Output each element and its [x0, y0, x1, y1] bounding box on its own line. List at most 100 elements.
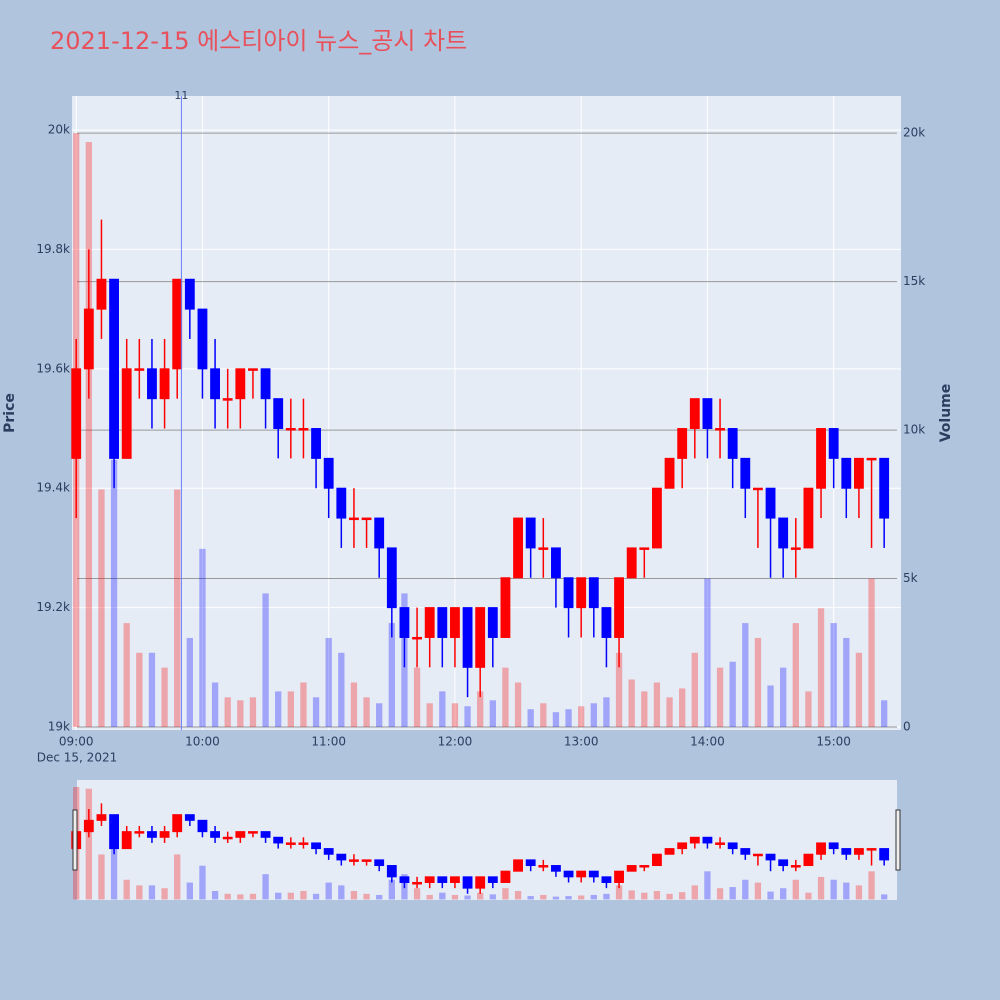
volume-bar	[237, 700, 244, 728]
volume-bar	[136, 652, 143, 728]
x-tick-label: 09:00	[59, 735, 94, 749]
mini-volume-bar	[792, 879, 799, 900]
mini-candle-body	[462, 876, 473, 889]
candle-body	[828, 428, 839, 459]
volume-bar	[439, 691, 446, 728]
volume-bar	[552, 712, 560, 728]
mini-volume-bar	[186, 882, 193, 900]
mini-volume-bar	[388, 879, 395, 900]
volume-bar	[540, 703, 547, 728]
y-tick-label: 19.4k	[36, 481, 70, 495]
mini-candle-body	[828, 842, 839, 850]
mini-candle-body	[134, 831, 145, 834]
volume-bar	[110, 459, 118, 728]
mini-volume-bar	[603, 893, 610, 900]
volume-bar	[603, 697, 610, 728]
candle-body	[614, 577, 624, 638]
candle-body	[702, 398, 713, 430]
volume-bar	[742, 623, 749, 728]
mini-volume-bar	[325, 882, 332, 900]
candle-body	[538, 547, 549, 550]
volume-bar	[262, 593, 269, 728]
x-tick-label: 12:00	[438, 735, 473, 749]
volume-bar	[666, 697, 673, 728]
mini-candle-body	[248, 831, 258, 834]
volume-bar	[312, 697, 320, 728]
mini-candle-body	[803, 853, 814, 867]
mini-candle-body	[702, 836, 713, 844]
volume-bar	[98, 489, 105, 728]
mini-candle-body	[525, 859, 536, 867]
mini-volume-bar	[679, 892, 686, 900]
mini-candle-body	[677, 842, 688, 850]
mini-volume-bar	[85, 788, 92, 900]
mini-candle-body	[311, 842, 321, 850]
mini-volume-bar	[110, 848, 118, 900]
mini-volume-bar	[552, 896, 560, 900]
mini-volume-bar	[502, 888, 509, 900]
mini-candle-body	[424, 876, 435, 883]
volume-bar	[830, 623, 837, 728]
mini-volume-bar	[754, 882, 762, 900]
mini-volume-bar	[426, 894, 433, 900]
mini-candle-body	[386, 865, 397, 878]
mini-candle-body	[96, 814, 107, 821]
x-tick-label: 11:00	[311, 735, 346, 749]
mini-candle-body	[689, 836, 700, 844]
volume-bar	[300, 682, 307, 728]
mini-volume-bar	[830, 879, 837, 900]
y-axis-title: Price	[2, 393, 18, 433]
mini-volume-bar	[666, 893, 673, 900]
mini-candle-body	[740, 848, 751, 855]
volume-bar	[729, 661, 736, 728]
mini-candle-body	[147, 831, 157, 838]
volume-bar	[628, 679, 635, 728]
mini-candle-body	[513, 859, 523, 872]
mini-volume-bar	[868, 871, 875, 900]
mini-volume-bar	[578, 895, 585, 900]
mini-volume-bar	[514, 891, 522, 900]
candle-body	[765, 487, 776, 519]
volume-bar	[653, 682, 661, 728]
mini-candle-body	[298, 842, 309, 845]
mini-volume-bar	[199, 865, 206, 900]
slider-handle[interactable]	[895, 809, 901, 871]
volume-bar	[767, 685, 774, 728]
x-date-label: Dec 15, 2021	[37, 751, 117, 765]
candle-body	[551, 547, 561, 579]
mini-volume-bar	[262, 874, 269, 900]
volume-bar	[855, 652, 863, 728]
volume-bar	[388, 623, 395, 728]
candle-body	[462, 607, 473, 668]
slider-handle[interactable]	[72, 809, 78, 871]
candle-body	[778, 517, 789, 549]
mini-candle-body	[172, 814, 183, 833]
candle-body	[576, 577, 587, 609]
volume-bar	[679, 688, 686, 728]
volume-bar	[805, 691, 812, 728]
candle-body	[134, 368, 145, 371]
candle-body	[677, 428, 688, 459]
volume-bar	[350, 682, 358, 728]
volume-bar	[514, 682, 522, 728]
mini-candle-body	[614, 870, 624, 883]
mini-volume-bar	[540, 894, 547, 900]
candle-body	[563, 577, 574, 609]
mini-candle-body	[500, 870, 511, 883]
mini-candle-body	[475, 876, 486, 889]
range-slider[interactable]	[77, 780, 897, 900]
candle-body	[273, 398, 284, 430]
volume-bar	[287, 691, 294, 728]
y-tick-label: 19k	[48, 720, 70, 734]
volume-bar	[590, 703, 597, 728]
volume-bar	[148, 652, 156, 728]
mini-volume-bar	[855, 885, 863, 900]
mini-candle-body	[753, 853, 763, 857]
y2-tick-label: 5k	[903, 571, 918, 585]
candle-body	[386, 547, 397, 609]
mini-volume-bar	[489, 894, 496, 900]
chart-title: 2021-12-15 에스티아이 뉴스_공시 차트	[50, 27, 467, 55]
mini-volume-bar	[224, 893, 231, 900]
mini-volume-bar	[338, 885, 345, 900]
